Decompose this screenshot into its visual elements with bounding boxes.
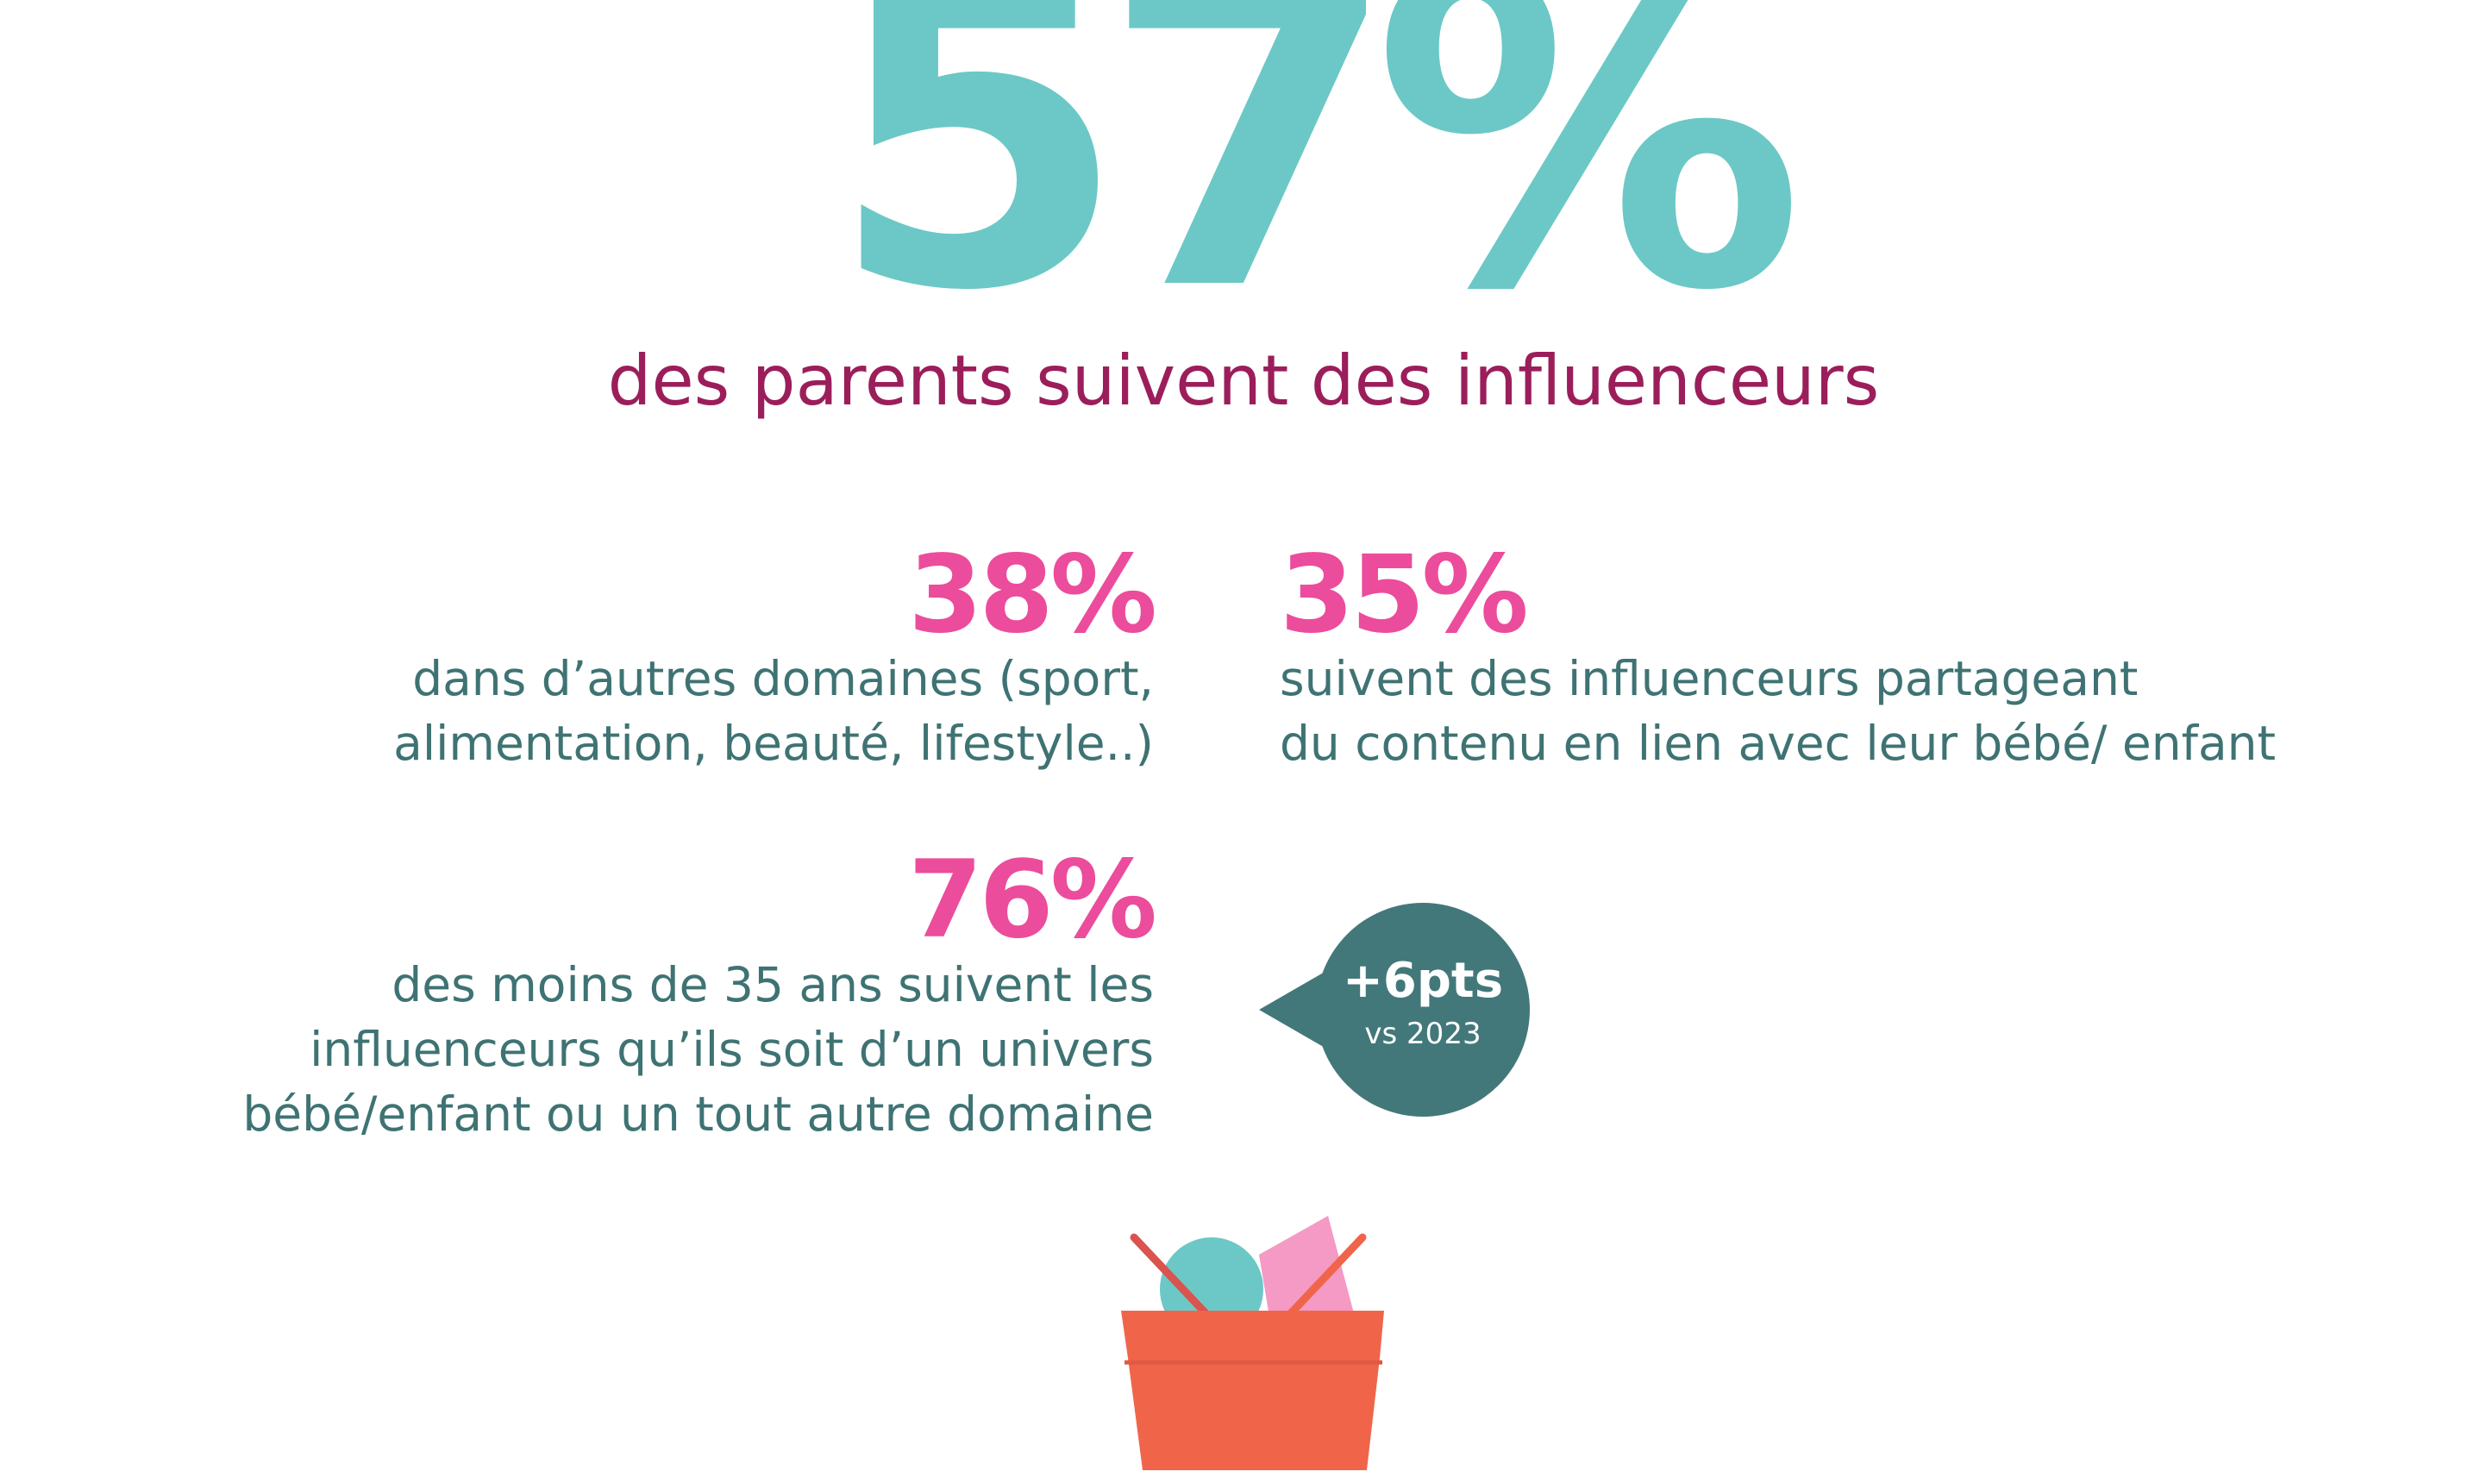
- hero-caption: des parents suivent des influenceurs: [607, 341, 1880, 421]
- stat-35-value: 35%: [1280, 533, 1529, 657]
- stat-76-line-3: bébé/enfant ou un tout autre domaine: [242, 1086, 1154, 1142]
- change-callout: +6pts vs 2023: [1259, 902, 1535, 1126]
- stat-38-description: dans d’autres domaines (sport, alimentat…: [259, 647, 1154, 776]
- shopping-basket-icon: [1095, 1203, 1423, 1481]
- hero-percentage: 57%: [828, 0, 1805, 385]
- stat-76-description: des moins de 35 ans suivent les influenc…: [172, 953, 1154, 1147]
- stat-35-line-1: suivent des influenceurs partageant: [1280, 651, 2139, 706]
- stat-76-line-2: influenceurs qu’ils soit d’un univers: [310, 1022, 1154, 1077]
- callout-value: +6pts: [1342, 953, 1504, 1009]
- stat-76-value: 76%: [908, 838, 1157, 962]
- stat-38-value: 38%: [908, 533, 1157, 657]
- callout-subtext: vs 2023: [1364, 1017, 1482, 1051]
- stat-35-line-2: du contenu en lien avec leur bébé/ enfan…: [1280, 716, 2277, 771]
- stat-35-description: suivent des influenceurs partageant du c…: [1280, 647, 2276, 776]
- stat-76-line-1: des moins de 35 ans suivent les: [392, 957, 1154, 1012]
- speech-bubble-icon: [1259, 903, 1530, 1117]
- stat-38-line-2: alimentation, beauté, lifestyle..): [393, 716, 1154, 771]
- stat-38-line-1: dans d’autres domaines (sport,: [412, 651, 1154, 706]
